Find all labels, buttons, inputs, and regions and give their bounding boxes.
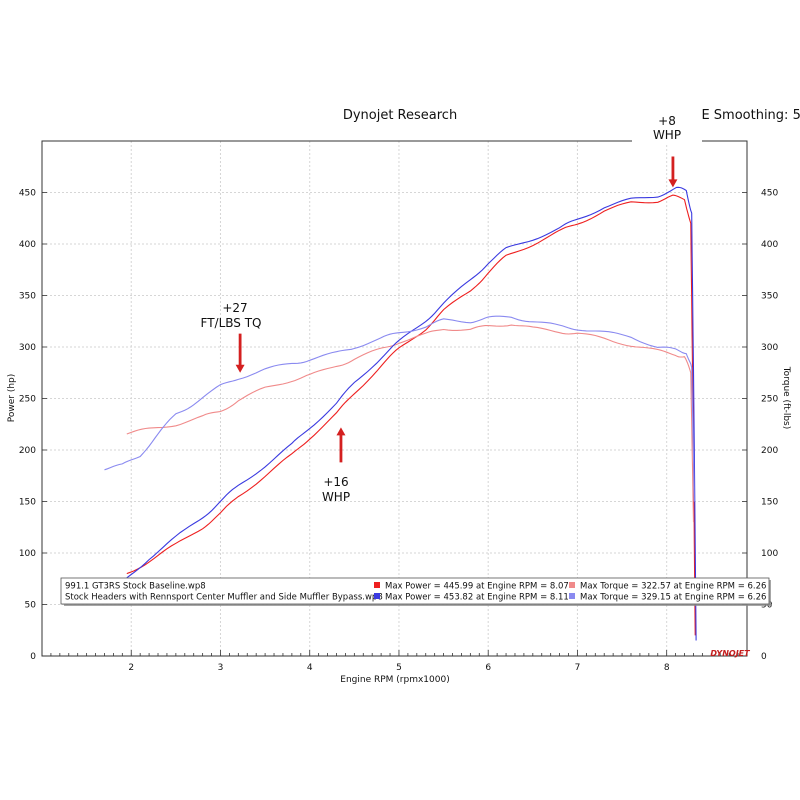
legend-file-1: 991.1 GT3RS Stock Baseline.wp8 [65,582,206,592]
y2-tick-label: 150 [761,498,778,508]
y2-tick-label: 350 [761,292,778,302]
annotation-text: +8 [658,114,676,128]
series-lines [104,186,697,641]
y-tick-label: 0 [30,652,36,662]
annotation-text: +16 [323,475,348,489]
x-tick-label: 2 [128,663,134,673]
annotation-plus16-whp: +16 WHP [322,427,350,504]
x-tick-labels: 2 3 4 5 6 7 8 [128,663,669,673]
series-line-power [126,186,697,641]
y-tick-label: 300 [19,343,36,353]
legend-torque-1: Max Torque = 322.57 at Engine RPM = 6.26 [580,582,766,592]
legend-row: 991.1 GT3RS Stock Baseline.wp8 Max Power… [65,582,766,592]
y2-tick-label: 300 [761,343,778,353]
y2-tick-label: 200 [761,446,778,456]
y-tick-label: 100 [19,549,36,559]
y-tick-label: 450 [19,189,36,199]
y-tick-label: 150 [19,498,36,508]
legend: 991.1 GT3RS Stock Baseline.wp8 Max Power… [60,577,772,606]
legend-swatch-power-2 [374,593,380,599]
y-axis-label: Power (hp) [7,374,17,423]
annotation-plus8-whp: +8 WHP [653,114,681,188]
y-tick-label: 200 [19,446,36,456]
annotation-arrow [336,427,346,463]
x-tick-label: 6 [485,663,491,673]
legend-box [60,577,770,605]
annotation-arrow [235,333,245,373]
annotation-mask [632,108,702,144]
y2-axis-label: Torque (ft-lbs) [781,366,791,430]
x-tick-label: 5 [396,663,402,673]
annotations: +8 WHP +27 FT/LBS TQ +16 WHP [201,108,702,504]
series-line-torque [126,324,695,523]
dynojet-logo-text: DYNOJET [710,649,750,658]
legend-row: Stock Headers with Rennsport Center Muff… [65,593,766,603]
annotation-text: WHP [322,490,350,504]
y2-tick-label: 400 [761,240,778,250]
annotation-arrow [668,156,678,188]
x-minor-ticks [50,650,748,656]
legend-torque-2: Max Torque = 329.15 at Engine RPM = 6.26 [580,593,766,603]
legend-file-2: Stock Headers with Rennsport Center Muff… [65,593,383,603]
annotation-text: WHP [653,128,681,142]
legend-power-2: Max Power = 453.82 at Engine RPM = 8.11 [385,593,569,603]
grid-lines [42,141,747,657]
series-line-torque [104,315,695,502]
y-tick-label: 250 [19,395,36,405]
legend-swatch-torque-2 [569,593,575,599]
chart-title: Dynojet Research [343,108,457,123]
series-line-power [126,194,696,636]
y-tick-label: 350 [19,292,36,302]
annotation-text: FT/LBS TQ [201,316,262,330]
legend-power-1: Max Power = 445.99 at Engine RPM = 8.07 [385,582,569,592]
legend-swatch-torque-1 [569,582,575,588]
y-tick-label: 400 [19,240,36,250]
x-tick-label: 8 [664,663,670,673]
y2-tick-label: 250 [761,395,778,405]
x-axis-label: Engine RPM (rpmx1000) [340,675,449,685]
x-tick-label: 3 [218,663,224,673]
y-tick-labels: 0 50 100 150 200 250 300 350 400 450 [19,189,47,662]
x-tick-label: 7 [575,663,581,673]
legend-swatch-power-1 [374,582,380,588]
dynojet-logo: DYNOJET [710,649,750,658]
annotation-plus27-tq: +27 FT/LBS TQ [201,301,262,373]
y-tick-label: 50 [25,601,37,611]
annotation-text: +27 [222,301,247,315]
y2-tick-label: 450 [761,189,778,199]
x-tick-label: 4 [307,663,313,673]
y2-tick-label: 100 [761,549,778,559]
y2-tick-label: 0 [761,652,767,662]
